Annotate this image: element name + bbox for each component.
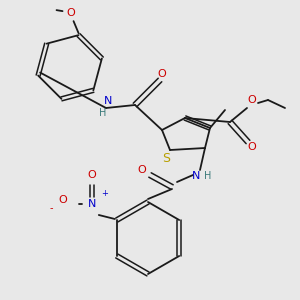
Text: N: N <box>104 96 112 106</box>
Text: O: O <box>248 95 256 105</box>
Text: -: - <box>49 203 52 213</box>
Text: N: N <box>192 171 200 181</box>
Text: O: O <box>248 142 256 152</box>
Text: H: H <box>204 171 212 181</box>
Text: S: S <box>162 152 170 164</box>
Text: O: O <box>66 8 75 18</box>
Text: O: O <box>138 165 146 175</box>
Text: H: H <box>99 108 107 118</box>
Text: O: O <box>58 195 67 205</box>
Text: N: N <box>88 199 96 209</box>
Text: O: O <box>87 170 96 180</box>
Text: O: O <box>158 69 166 79</box>
Text: +: + <box>101 190 108 199</box>
